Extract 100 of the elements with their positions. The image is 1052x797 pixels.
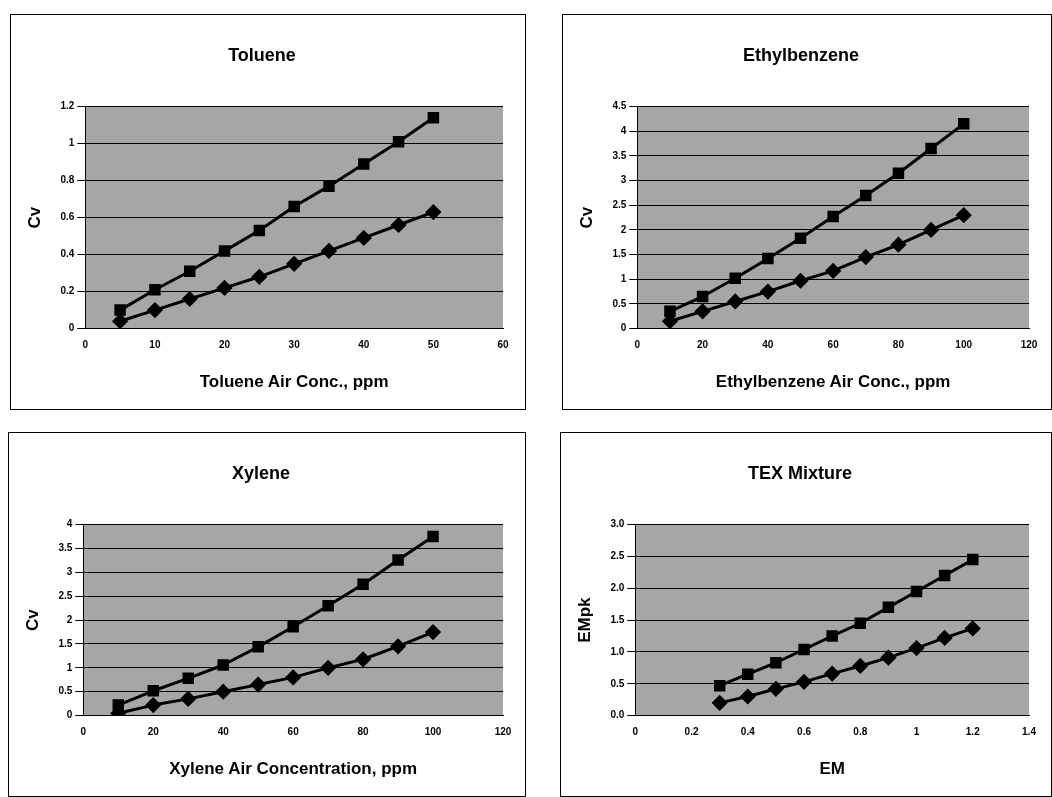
point <box>323 180 335 192</box>
point <box>852 658 868 674</box>
point <box>664 305 676 318</box>
chart-title: Xylene <box>231 462 291 483</box>
point <box>183 265 196 277</box>
point <box>890 237 906 253</box>
point <box>794 232 807 245</box>
point <box>390 638 406 654</box>
x-tick-label: 0.2 <box>684 726 699 738</box>
chart-title: Toluene <box>228 44 296 65</box>
point <box>740 689 756 704</box>
point <box>321 243 337 259</box>
point <box>796 674 812 690</box>
point <box>217 280 233 296</box>
point <box>425 204 441 220</box>
y-axis-title: EMpk <box>574 596 594 643</box>
x-tick-label: 100 <box>424 726 442 738</box>
point <box>825 263 841 279</box>
x-tick-label: 60 <box>827 339 840 351</box>
point <box>180 691 196 707</box>
x-axis-title: Ethylbenzene Air Conc., ppm <box>715 372 951 392</box>
y-tick-label: 3.0 <box>610 518 625 530</box>
point <box>288 200 300 213</box>
x-tick-label: 20 <box>147 726 160 738</box>
y-tick-label: 3 <box>620 174 627 186</box>
x-tick-label: 100 <box>955 339 973 351</box>
y-tick-label: 2.5 <box>58 589 73 601</box>
point <box>967 553 979 566</box>
x-axis-title: Toluene Air Conc., ppm <box>199 372 389 392</box>
x-tick-label: 0.8 <box>853 726 868 738</box>
point <box>392 136 405 148</box>
x-axis-title: EM <box>819 759 845 779</box>
y-tick-label: 3 <box>66 566 73 578</box>
point <box>358 158 370 170</box>
y-tick-label: 1.5 <box>612 248 627 260</box>
point <box>712 695 728 711</box>
y-tick-label: 2.5 <box>612 199 627 211</box>
point <box>145 697 161 713</box>
x-axis-title: Xylene Air Concentration, ppm <box>169 759 418 779</box>
x-tick-label: 120 <box>494 726 512 738</box>
y-tick-label: 1.0 <box>610 645 625 657</box>
point <box>909 640 925 656</box>
x-tick-label: 50 <box>427 339 440 351</box>
point <box>854 617 867 630</box>
point <box>798 643 810 656</box>
y-tick-label: 1.5 <box>58 637 73 649</box>
point <box>729 272 741 285</box>
point <box>149 284 161 296</box>
x-tick-label: 80 <box>357 726 370 738</box>
point <box>956 207 972 223</box>
point <box>427 530 439 543</box>
point <box>425 624 441 640</box>
x-tick-label: 80 <box>892 339 905 351</box>
y-tick-label: 4 <box>620 125 627 137</box>
x-tick-label: 120 <box>1020 339 1038 351</box>
point <box>793 273 809 289</box>
point <box>112 313 128 329</box>
point <box>742 668 754 680</box>
x-tick-label: 0.4 <box>740 726 756 738</box>
y-tick-label: 3.5 <box>612 149 627 161</box>
point <box>322 600 334 612</box>
x-tick-label: 0 <box>632 726 639 738</box>
y-tick-label: 2 <box>66 613 73 625</box>
x-tick-label: 0 <box>80 726 87 738</box>
point <box>910 585 923 598</box>
point <box>182 672 194 685</box>
chart-title: Ethylbenzene <box>742 44 860 65</box>
y-tick-label: 0 <box>68 322 75 334</box>
x-tick-label: 0.6 <box>797 726 812 738</box>
point <box>391 217 407 233</box>
x-tick-label: 1.2 <box>965 726 981 738</box>
y-tick-label: 1 <box>68 137 75 149</box>
point <box>727 293 743 309</box>
point <box>760 284 776 300</box>
y-tick-label: 1.2 <box>60 100 75 112</box>
point <box>695 303 711 319</box>
y-tick-label: 0.5 <box>610 677 625 689</box>
point <box>182 291 198 307</box>
point <box>215 684 231 700</box>
x-tick-label: 60 <box>287 726 300 738</box>
point <box>882 601 895 614</box>
y-tick-label: 0.8 <box>60 174 75 186</box>
y-axis-title: Cv <box>24 206 44 229</box>
y-tick-label: 3.5 <box>58 542 73 554</box>
point <box>925 142 937 155</box>
y-axis-title: Cv <box>576 206 596 229</box>
point <box>147 685 159 697</box>
point <box>147 302 163 318</box>
point <box>892 167 905 179</box>
point <box>762 252 774 265</box>
y-tick-label: 2.5 <box>610 550 625 562</box>
x-tick-label: 20 <box>218 339 231 351</box>
point <box>768 681 784 697</box>
point <box>355 651 371 667</box>
point <box>320 660 336 676</box>
point <box>253 224 266 237</box>
point <box>287 621 299 633</box>
point <box>826 630 838 642</box>
y-tick-label: 4.5 <box>612 100 627 112</box>
point <box>427 111 440 124</box>
